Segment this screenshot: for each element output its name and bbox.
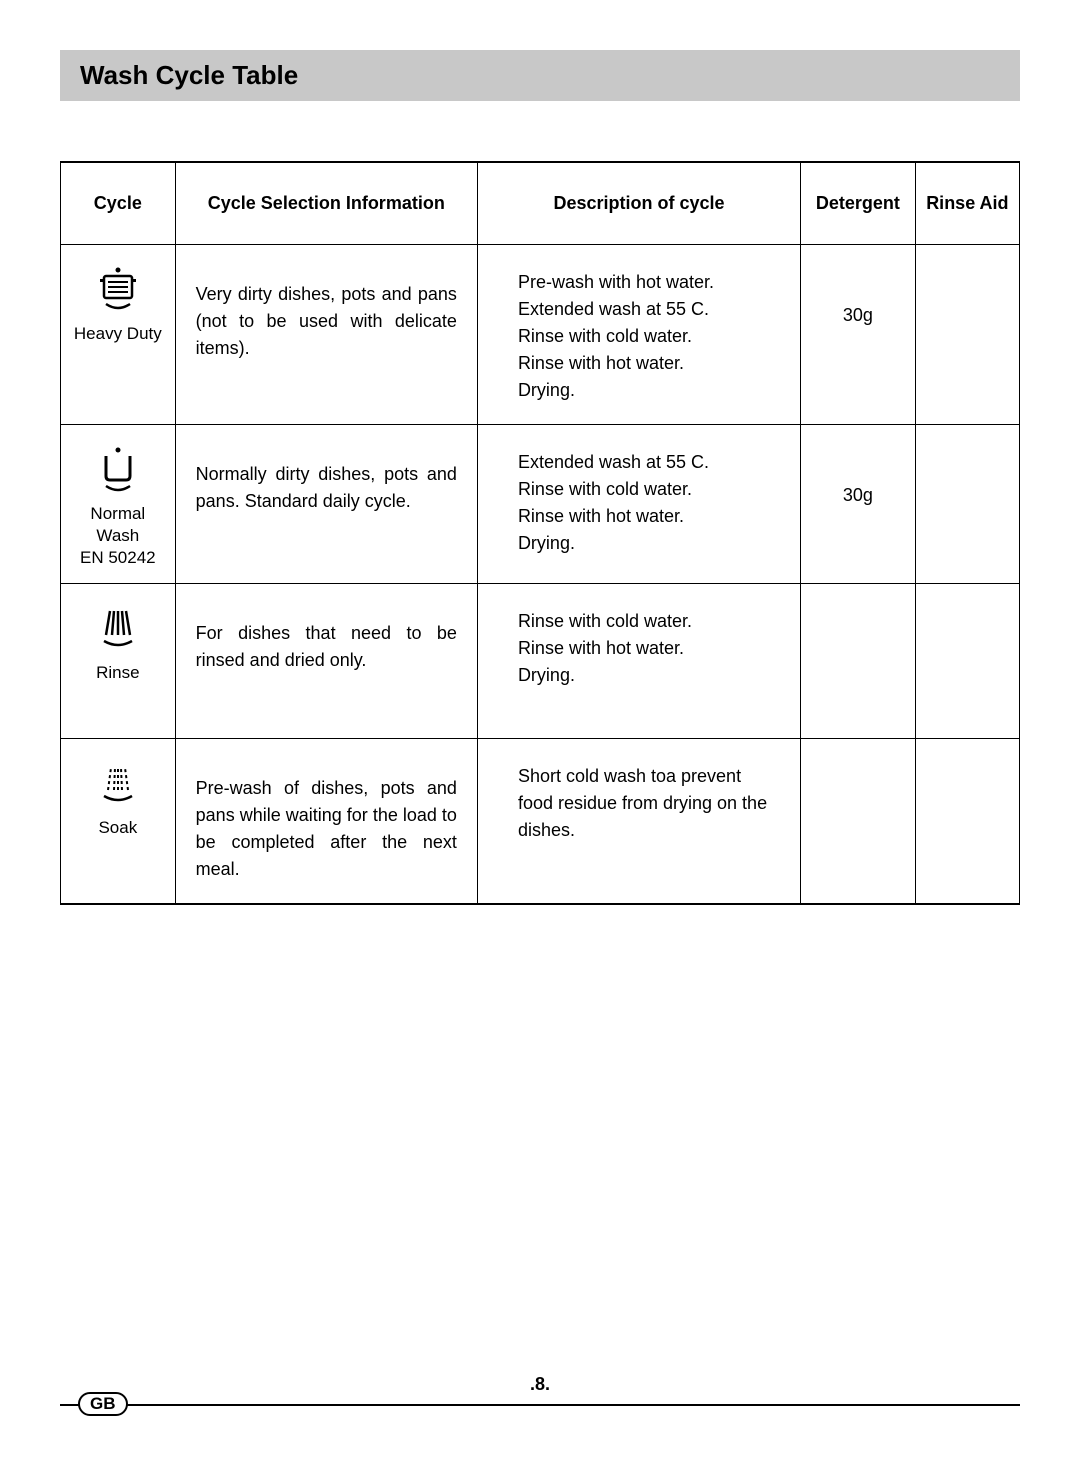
info-cell: For dishes that need to be rinsed and dr… [175, 584, 477, 739]
desc-cell: Short cold wash toa prevent food residue… [477, 739, 800, 905]
normal-wash-icon [96, 445, 140, 493]
table-row: Soak Pre-wash of dishes, pots and pans w… [61, 739, 1020, 905]
cycle-label: Soak [98, 817, 137, 839]
page-number: .8. [526, 1374, 554, 1395]
rinse-cell [915, 425, 1019, 584]
rinse-cell [915, 584, 1019, 739]
info-cell: Very dirty dishes, pots and pans (not to… [175, 245, 477, 425]
header-detergent: Detergent [801, 162, 916, 245]
header-cycle: Cycle [61, 162, 176, 245]
info-cell: Pre-wash of dishes, pots and pans while … [175, 739, 477, 905]
detergent-cell: 30g [801, 245, 916, 425]
cycle-label: Rinse [96, 662, 139, 684]
table-row: Heavy Duty Very dirty dishes, pots and p… [61, 245, 1020, 425]
table-row: Normal Wash EN 50242 Normally dirty dish… [61, 425, 1020, 584]
rinse-icon [96, 604, 140, 652]
cycle-label: Normal Wash EN 50242 [67, 503, 169, 569]
cycle-cell: Soak [61, 739, 176, 905]
header-rinse: Rinse Aid [915, 162, 1019, 245]
footer-rule: GB [60, 1404, 1020, 1406]
region-badge: GB [78, 1392, 128, 1416]
section-title-bar: Wash Cycle Table [60, 50, 1020, 101]
table-header: Cycle Cycle Selection Information Descri… [61, 162, 1020, 245]
table-body: Heavy Duty Very dirty dishes, pots and p… [61, 245, 1020, 905]
detergent-cell [801, 739, 916, 905]
detergent-cell [801, 584, 916, 739]
wash-cycle-table: Cycle Cycle Selection Information Descri… [60, 161, 1020, 905]
section-title: Wash Cycle Table [80, 60, 1000, 91]
cycle-cell: Normal Wash EN 50242 [61, 425, 176, 584]
page-content: Wash Cycle Table Cycle Cycle Selection I… [0, 0, 1080, 905]
header-desc: Description of cycle [477, 162, 800, 245]
header-info: Cycle Selection Information [175, 162, 477, 245]
desc-cell: Extended wash at 55 C. Rinse with cold w… [477, 425, 800, 584]
info-cell: Normally dirty dishes, pots and pans. St… [175, 425, 477, 584]
rinse-cell [915, 245, 1019, 425]
rinse-cell [915, 739, 1019, 905]
cycle-cell: Rinse [61, 584, 176, 739]
page-footer: .8. GB [60, 1404, 1020, 1406]
soak-icon [96, 759, 140, 807]
cycle-cell: Heavy Duty [61, 245, 176, 425]
desc-cell: Rinse with cold water. Rinse with hot wa… [477, 584, 800, 739]
desc-cell: Pre-wash with hot water. Extended wash a… [477, 245, 800, 425]
cycle-label: Heavy Duty [74, 323, 162, 345]
table-row: Rinse For dishes that need to be rinsed … [61, 584, 1020, 739]
detergent-cell: 30g [801, 425, 916, 584]
heavy-duty-icon [96, 265, 140, 313]
